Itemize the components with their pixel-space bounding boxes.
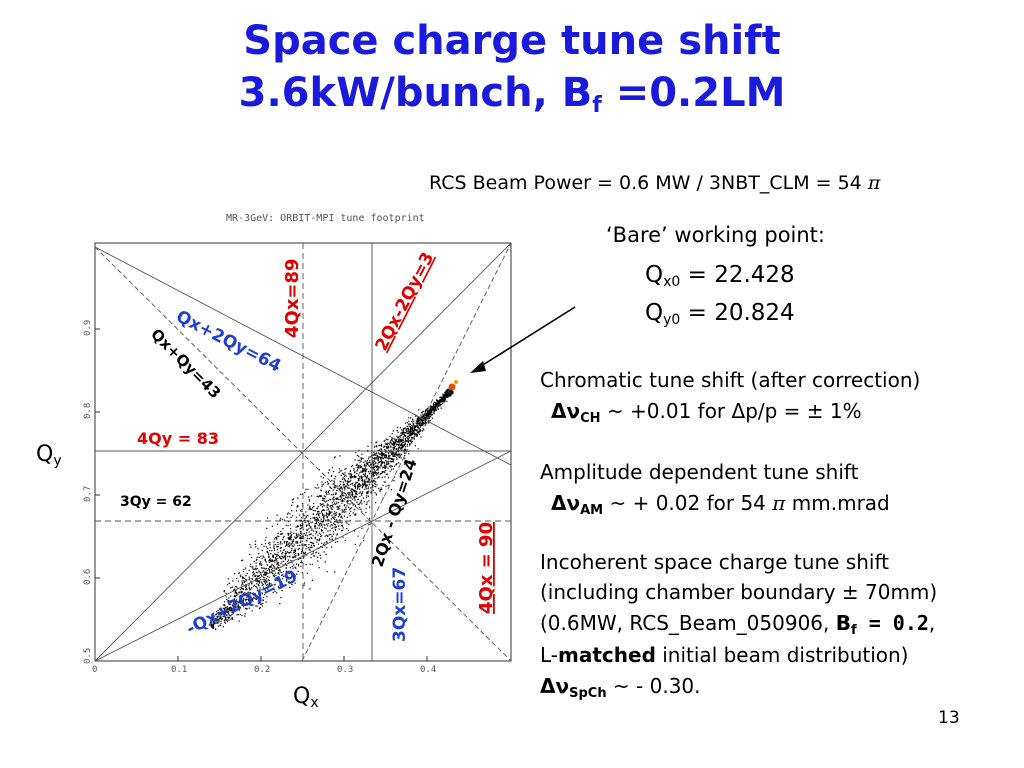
y-tick-0: 0.5: [83, 648, 93, 664]
pi-symbol: π: [867, 172, 881, 194]
y-axis-label: Qy: [36, 442, 62, 469]
label-3qx-67: 3Qx=67: [390, 567, 410, 642]
working-point-marker: [448, 383, 456, 391]
working-point-marker-2: [454, 380, 458, 384]
footprint-point-cloud: [208, 388, 454, 631]
chart-title: MR-3GeV: ORBIT-MPI tune footprint: [226, 213, 425, 224]
incoherent-line2: (including chamber boundary ± 70mm): [540, 580, 938, 604]
x-ticks: 0 0.1 0.2 0.3 0.4: [92, 656, 436, 675]
label-4qx-90: 4Qx = 90: [476, 522, 497, 614]
y-tick-4: 0.9: [83, 320, 93, 336]
x-tick-1: 0.1: [171, 665, 187, 675]
x-tick-3: 0.3: [337, 665, 353, 675]
space-charge-value: ΔνSpCh ~ - 0.30.: [540, 674, 701, 701]
x-tick-0: 0: [92, 665, 97, 675]
x-tick-4: 0.4: [420, 665, 436, 675]
slide-title-line1: Space charge tune shift: [243, 18, 781, 64]
rcs-beam-power-line: RCS Beam Power = 0.6 MW / 3NBT_CLM = 54 …: [429, 172, 881, 194]
line-2qx-2qy-3: [301, 242, 512, 662]
label-4qy-83: 4Qy = 83: [137, 429, 219, 448]
label-4qx-89: 4Qx=89: [282, 258, 303, 338]
chromatic-value: ΔνCH ~ +0.01 for Δp/p = ± 1%: [551, 399, 862, 426]
y-tick-3: 0.8: [83, 403, 93, 419]
y-tick-2: 0.7: [83, 486, 93, 502]
tune-footprint-points: [208, 388, 454, 631]
page-number: 13: [938, 708, 960, 728]
x-tick-2: 0.2: [254, 665, 270, 675]
line-qx-qy-dia: [94, 242, 512, 662]
amplitude-value: ΔνAM ~ + 0.02 for 54 π mm.mrad: [551, 491, 890, 518]
resonance-labels: Qx+2Qy=64 Qx+Qy=43 4Qx=89 2Qx-2Qy=3 4Qy …: [120, 249, 497, 642]
incoherent-line3: (0.6MW, RCS_Beam_050906, Bf = 0.2,: [540, 611, 936, 638]
working-point-arrow: [477, 306, 576, 369]
incoherent-line4: L-matched initial beam distribution): [540, 643, 909, 667]
qy0-value: Qy0 = 20.824: [645, 300, 795, 328]
x-axis-label: Qx: [293, 684, 319, 711]
slide-title-line2: 3.6kW/bunch, Bf =0.2LM: [0, 70, 1024, 129]
resonance-lines: [94, 242, 512, 662]
line-neg-qx-2qy-19: [94, 450, 512, 662]
label-2qx-2qy-3: 2Qx-2Qy=3: [372, 249, 439, 354]
title-line2-end: =0.2LM: [601, 70, 786, 116]
chromatic-title: Chromatic tune shift (after correction): [540, 368, 921, 392]
label-3qy-62: 3Qy = 62: [120, 494, 192, 510]
y-tick-1: 0.6: [83, 569, 93, 585]
qx0-value: Qx0 = 22.428: [645, 262, 795, 290]
title-line2-main: 3.6kW/bunch, B: [238, 70, 593, 116]
arrow-head: [470, 361, 486, 373]
title-line2-sub: f: [592, 93, 602, 118]
line-qx-qy-43: [94, 246, 512, 662]
amplitude-title: Amplitude dependent tune shift: [540, 460, 859, 484]
bare-working-point-label: ‘Bare’ working point:: [606, 223, 825, 247]
y-ticks: 0.5 0.6 0.7 0.8 0.9: [83, 320, 100, 664]
incoherent-title: Incoherent space charge tune shift: [540, 550, 889, 574]
